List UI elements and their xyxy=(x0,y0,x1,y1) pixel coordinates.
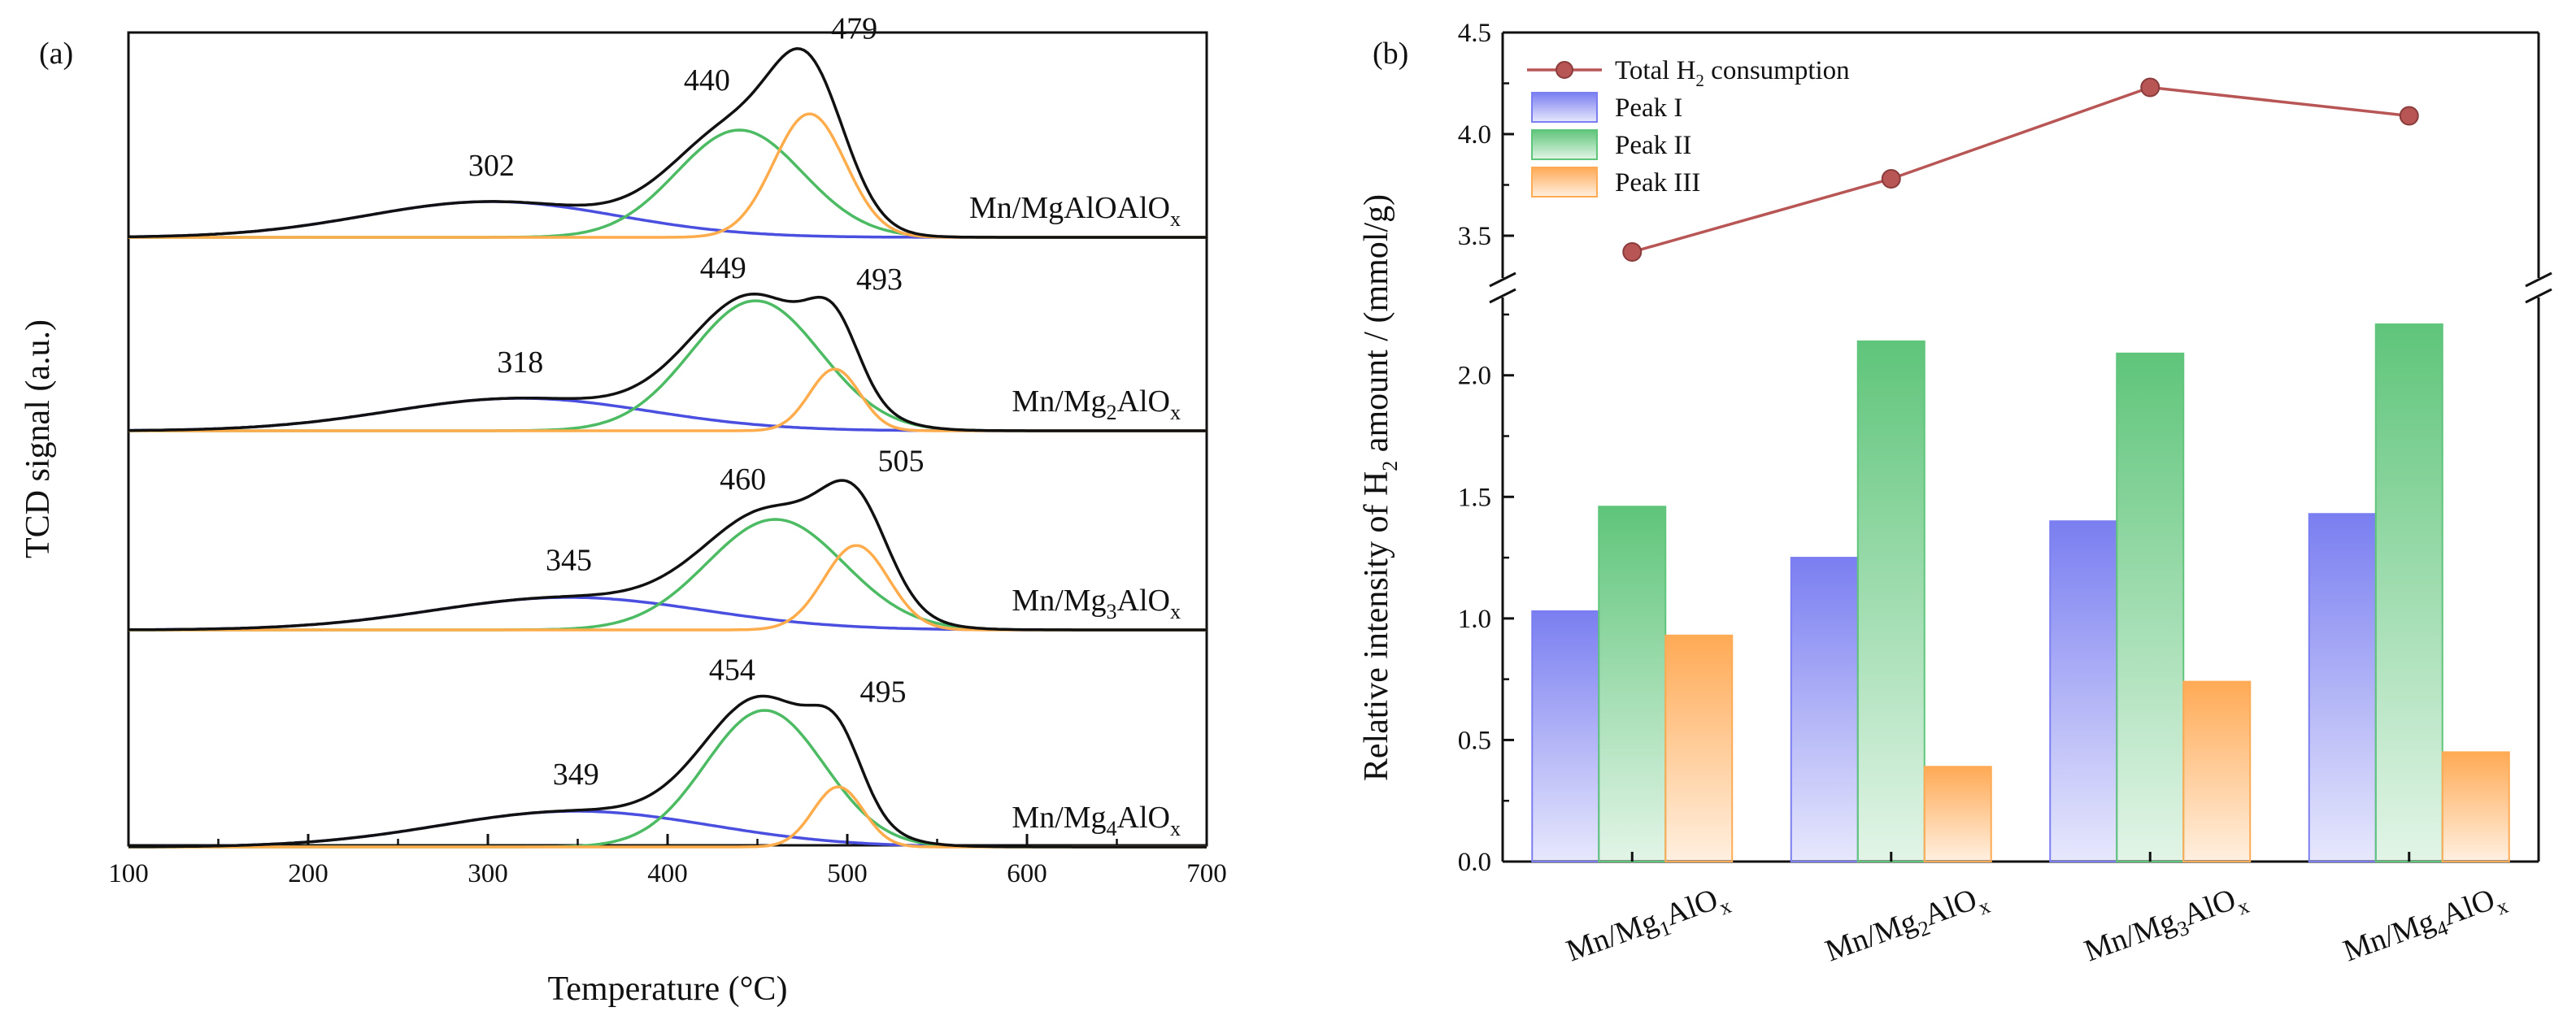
peak-label: 302 xyxy=(468,149,515,183)
category-label: Mn/Mg1AlOx xyxy=(1562,879,1734,974)
sample-1-curves xyxy=(128,47,1207,239)
bar-peak-iii xyxy=(2182,680,2252,863)
x-tick-label: 200 xyxy=(288,859,329,888)
bar-peak-ii xyxy=(1856,340,1925,863)
bar-peak-ii xyxy=(2116,352,2185,862)
panel-b-y-axis: 0.0 0.5 1.0 1.5 2.0 3.5 4.0 4.5 xyxy=(1458,19,1514,877)
panel-a-label: (a) xyxy=(39,37,73,71)
panel-b-label: (b) xyxy=(1373,37,1408,71)
peak-label: 493 xyxy=(856,263,903,297)
bar-peak-iii xyxy=(1664,634,1734,863)
category-label: Mn/Mg2AlOx xyxy=(1821,879,1993,974)
panel-b: (b) 0.00.51.01.52.03.54.04.5 Mn/Mg1AlOx M… xyxy=(1358,19,2552,974)
sample-2-curves xyxy=(128,293,1207,432)
peak-label: 460 xyxy=(720,462,766,497)
bar-peak-i xyxy=(1790,557,1859,863)
legend-label: Peak I xyxy=(1615,93,1682,123)
panel-a-y-axis-title: TCD signal (a.u.) xyxy=(20,319,57,558)
x-tick-label: 600 xyxy=(1007,859,1047,888)
panel-a-annotations: 302 440 479 Mn/MgAlOAlOx 318 449 493 Mn/Mg2AlOx… xyxy=(468,11,1181,840)
legend-label: Peak II xyxy=(1615,131,1691,160)
panel-b-total-line xyxy=(1622,77,2419,262)
panel-a: (a) 302 440 479 Mn/MgAlOAlOx 318 449 493 Mn/Mg2… xyxy=(20,11,1227,1008)
legend-swatch xyxy=(1531,167,1598,198)
panel-a-frame xyxy=(127,31,1208,847)
y-tick-label: 4.0 xyxy=(1458,120,1491,150)
bar-peak-i xyxy=(2049,520,2118,863)
x-tick-label: 700 xyxy=(1186,859,1227,888)
y-tick-label: 3.5 xyxy=(1458,222,1491,251)
axis-break-mark xyxy=(1489,271,1516,288)
x-tick-label: 300 xyxy=(468,859,508,888)
x-tick-label: 500 xyxy=(827,859,868,888)
y-tick-label: 0.0 xyxy=(1458,848,1491,877)
bar-peak-iii xyxy=(1923,766,1992,862)
panel-a-x-axis-title: Temperature (°C) xyxy=(548,970,788,1008)
total-h2-point xyxy=(2399,106,2419,126)
sample-3-total-curve xyxy=(128,479,1207,632)
legend-marker-swatch xyxy=(1556,61,1573,79)
legend-swatch xyxy=(1531,92,1598,123)
axis-break-mark xyxy=(1489,288,1516,304)
y-tick-label: 1.5 xyxy=(1458,483,1491,512)
bar-peak-iii xyxy=(2441,751,2510,862)
sample-1-total-curve xyxy=(128,47,1207,239)
peak-label: 479 xyxy=(831,11,877,46)
legend-label: Peak III xyxy=(1615,168,1700,198)
sample-label: Mn/Mg2AlOx xyxy=(1012,384,1181,424)
panel-b-x-axis: Mn/Mg1AlOx Mn/Mg2AlOx Mn/Mg3AlOx Mn/Mg4AlOx xyxy=(1562,852,2511,974)
panel-a-curves xyxy=(128,47,1207,849)
y-tick-label: 0.5 xyxy=(1458,726,1491,755)
sample-label: Mn/Mg3AlOx xyxy=(1012,584,1181,623)
bar-peak-i xyxy=(1531,610,1600,862)
bar-peak-ii xyxy=(2374,323,2443,862)
peak-label: 454 xyxy=(709,653,755,687)
axis-break-mark xyxy=(2525,288,2552,304)
peak-label: 345 xyxy=(546,544,592,578)
sample-label: Mn/Mg4AlOx xyxy=(1012,801,1181,840)
total-h2-point xyxy=(2140,77,2160,98)
total-h2-line xyxy=(1631,85,2409,254)
peak-label: 349 xyxy=(553,758,599,792)
peak-label: 505 xyxy=(878,444,925,478)
y-tick-label: 1.0 xyxy=(1458,605,1491,634)
total-h2-point xyxy=(1881,169,1901,189)
peak-label: 449 xyxy=(700,251,746,285)
panel-b-y-axis-title: Relative intensity of H2 amount / (mmol/… xyxy=(1358,194,1402,781)
x-tick-label: 100 xyxy=(108,859,149,888)
peak-label: 495 xyxy=(859,675,906,710)
sample-3-curves xyxy=(128,479,1207,632)
sample-label: Mn/MgAlOAlOx xyxy=(969,191,1181,231)
category-label: Mn/Mg3AlOx xyxy=(2080,879,2252,974)
y-tick-label: 2.0 xyxy=(1458,362,1491,391)
legend-label: Total H2 consumption xyxy=(1615,56,1850,90)
bar-peak-ii xyxy=(1598,506,1667,863)
peak-label: 318 xyxy=(497,345,543,380)
sample-2-total-curve xyxy=(128,293,1207,432)
total-h2-point xyxy=(1622,242,1643,262)
x-tick-label: 400 xyxy=(647,859,688,888)
panel-a-x-axis: 100 200 300 400 500 600 700 xyxy=(108,834,1227,888)
legend-swatch xyxy=(1531,129,1598,160)
y-tick-label: 4.5 xyxy=(1458,19,1491,48)
panel-b-bars xyxy=(1531,323,2510,863)
category-label: Mn/Mg4AlOx xyxy=(2339,879,2511,974)
axis-break-mark xyxy=(2525,271,2552,288)
bar-peak-i xyxy=(2308,513,2377,862)
peak-label: 440 xyxy=(684,63,730,98)
